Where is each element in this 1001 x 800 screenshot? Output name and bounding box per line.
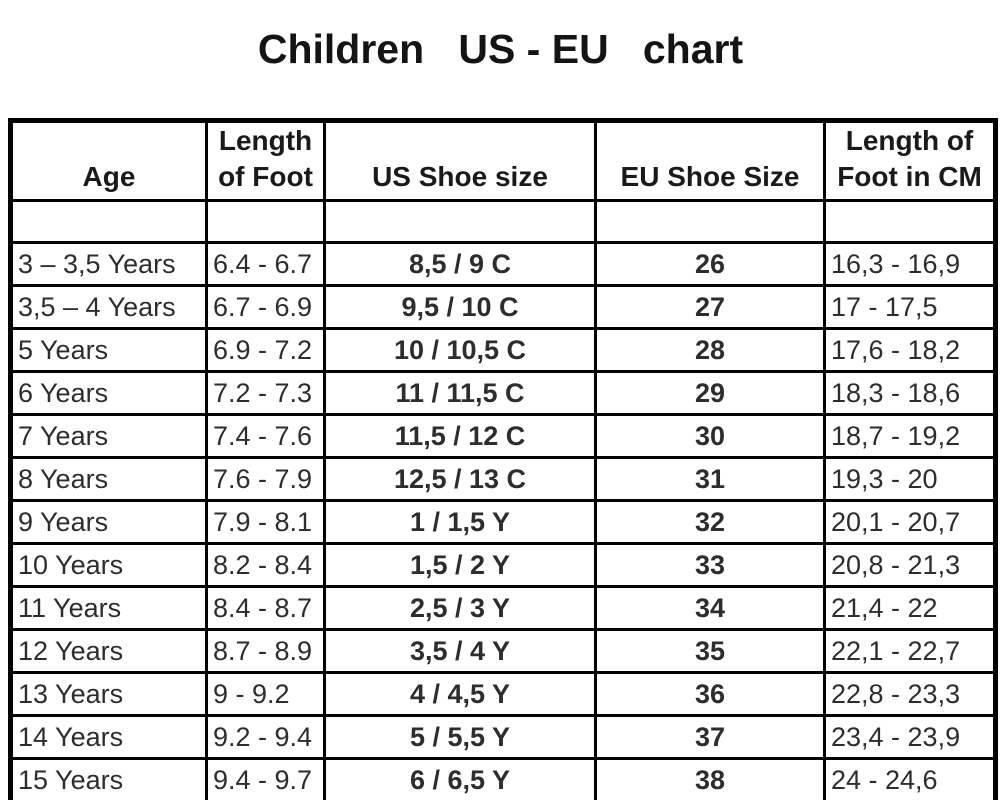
foot-length-cell: 9 - 9.2	[205, 671, 326, 717]
foot-length-cell: 7.9 - 8.1	[205, 499, 326, 545]
us-size-cell: 1,5 / 2 Y	[323, 542, 597, 588]
eu-size-cell: 31	[594, 456, 826, 502]
us-size-cell: 11,5 / 12 C	[323, 413, 597, 459]
foot-length-cell: 8.4 - 8.7	[205, 585, 326, 631]
foot-cm-cell: 24 - 24,6	[823, 757, 997, 800]
age-cell: 12 Years	[9, 628, 208, 674]
eu-size-cell: 33	[594, 542, 826, 588]
foot-cm-cell: 18,3 - 18,6	[823, 370, 997, 416]
foot-length-cell: 6.7 - 6.9	[205, 284, 326, 330]
age-cell: 10 Years	[9, 542, 208, 588]
column-header-eu-size: EU Shoe Size	[594, 119, 826, 202]
empty-cell	[205, 199, 326, 244]
eu-size-cell: 35	[594, 628, 826, 674]
table-row: 5 Years 6.9 - 7.2 10 / 10,5 C 28 17,6 - …	[9, 327, 997, 373]
foot-length-cell: 7.6 - 7.9	[205, 456, 326, 502]
foot-length-cell: 6.4 - 6.7	[205, 241, 326, 287]
foot-cm-cell: 18,7 - 19,2	[823, 413, 997, 459]
foot-cm-cell: 20,8 - 21,3	[823, 542, 997, 588]
table-row: 7 Years 7.4 - 7.6 11,5 / 12 C 30 18,7 - …	[9, 413, 997, 459]
foot-length-cell: 6.9 - 7.2	[205, 327, 326, 373]
us-size-cell: 4 / 4,5 Y	[323, 671, 597, 717]
age-cell: 3,5 – 4 Years	[9, 284, 208, 330]
empty-cell	[594, 199, 826, 244]
table-row: 10 Years 8.2 - 8.4 1,5 / 2 Y 33 20,8 - 2…	[9, 542, 997, 588]
eu-size-cell: 30	[594, 413, 826, 459]
us-size-cell: 3,5 / 4 Y	[323, 628, 597, 674]
empty-cell	[9, 199, 208, 244]
table-row: 12 Years 8.7 - 8.9 3,5 / 4 Y 35 22,1 - 2…	[9, 628, 997, 674]
us-size-cell: 11 / 11,5 C	[323, 370, 597, 416]
column-header-us-size: US Shoe size	[323, 119, 597, 202]
table-row: 6 Years 7.2 - 7.3 11 / 11,5 C 29 18,3 - …	[9, 370, 997, 416]
us-size-cell: 10 / 10,5 C	[323, 327, 597, 373]
foot-length-cell: 9.4 - 9.7	[205, 757, 326, 800]
foot-cm-cell: 20,1 - 20,7	[823, 499, 997, 545]
foot-cm-cell: 17,6 - 18,2	[823, 327, 997, 373]
age-cell: 3 – 3,5 Years	[9, 241, 208, 287]
foot-length-cell: 8.2 - 8.4	[205, 542, 326, 588]
eu-size-cell: 36	[594, 671, 826, 717]
us-size-cell: 2,5 / 3 Y	[323, 585, 597, 631]
table-row: 9 Years 7.9 - 8.1 1 / 1,5 Y 32 20,1 - 20…	[9, 499, 997, 545]
us-size-cell: 1 / 1,5 Y	[323, 499, 597, 545]
foot-cm-cell: 21,4 - 22	[823, 585, 997, 631]
table-row: 13 Years 9 - 9.2 4 / 4,5 Y 36 22,8 - 23,…	[9, 671, 997, 717]
us-size-cell: 6 / 6,5 Y	[323, 757, 597, 800]
age-cell: 5 Years	[9, 327, 208, 373]
foot-cm-cell: 16,3 - 16,9	[823, 241, 997, 287]
age-cell: 13 Years	[9, 671, 208, 717]
eu-size-cell: 37	[594, 714, 826, 760]
foot-length-cell: 7.4 - 7.6	[205, 413, 326, 459]
age-cell: 9 Years	[9, 499, 208, 545]
eu-size-cell: 32	[594, 499, 826, 545]
foot-cm-cell: 19,3 - 20	[823, 456, 997, 502]
table-row: 3,5 – 4 Years 6.7 - 6.9 9,5 / 10 C 27 17…	[9, 284, 997, 330]
eu-size-cell: 28	[594, 327, 826, 373]
foot-cm-cell: 17 - 17,5	[823, 284, 997, 330]
foot-length-cell: 7.2 - 7.3	[205, 370, 326, 416]
us-size-cell: 5 / 5,5 Y	[323, 714, 597, 760]
eu-size-cell: 26	[594, 241, 826, 287]
table-row: 15 Years 9.4 - 9.7 6 / 6,5 Y 38 24 - 24,…	[9, 757, 997, 800]
age-cell: 15 Years	[9, 757, 208, 800]
age-cell: 11 Years	[9, 585, 208, 631]
header-row: Age Length of Foot US Shoe size EU Shoe …	[9, 119, 997, 202]
foot-cm-cell: 22,1 - 22,7	[823, 628, 997, 674]
age-cell: 6 Years	[9, 370, 208, 416]
us-size-cell: 8,5 / 9 C	[323, 241, 597, 287]
eu-size-cell: 38	[594, 757, 826, 800]
table-row: 14 Years 9.2 - 9.4 5 / 5,5 Y 37 23,4 - 2…	[9, 714, 997, 760]
us-size-cell: 9,5 / 10 C	[323, 284, 597, 330]
age-cell: 7 Years	[9, 413, 208, 459]
age-cell: 14 Years	[9, 714, 208, 760]
foot-length-cell: 9.2 - 9.4	[205, 714, 326, 760]
eu-size-cell: 27	[594, 284, 826, 330]
table-row: 11 Years 8.4 - 8.7 2,5 / 3 Y 34 21,4 - 2…	[9, 585, 997, 631]
foot-cm-cell: 22,8 - 23,3	[823, 671, 997, 717]
age-cell: 8 Years	[9, 456, 208, 502]
empty-cell	[323, 199, 597, 244]
column-header-foot-cm: Length of Foot in CM	[823, 119, 997, 202]
foot-cm-cell: 23,4 - 23,9	[823, 714, 997, 760]
column-header-age: Age	[9, 119, 208, 202]
table-row: 8 Years 7.6 - 7.9 12,5 / 13 C 31 19,3 - …	[9, 456, 997, 502]
table-row: 3 – 3,5 Years 6.4 - 6.7 8,5 / 9 C 26 16,…	[9, 241, 997, 287]
size-chart-table: Age Length of Foot US Shoe size EU Shoe …	[8, 118, 998, 800]
empty-cell	[823, 199, 997, 244]
eu-size-cell: 34	[594, 585, 826, 631]
page-title: Children US - EU chart	[257, 26, 744, 72]
foot-length-cell: 8.7 - 8.9	[205, 628, 326, 674]
column-header-foot-length: Length of Foot	[205, 119, 326, 202]
eu-size-cell: 29	[594, 370, 826, 416]
us-size-cell: 12,5 / 13 C	[323, 456, 597, 502]
empty-row	[9, 199, 997, 244]
